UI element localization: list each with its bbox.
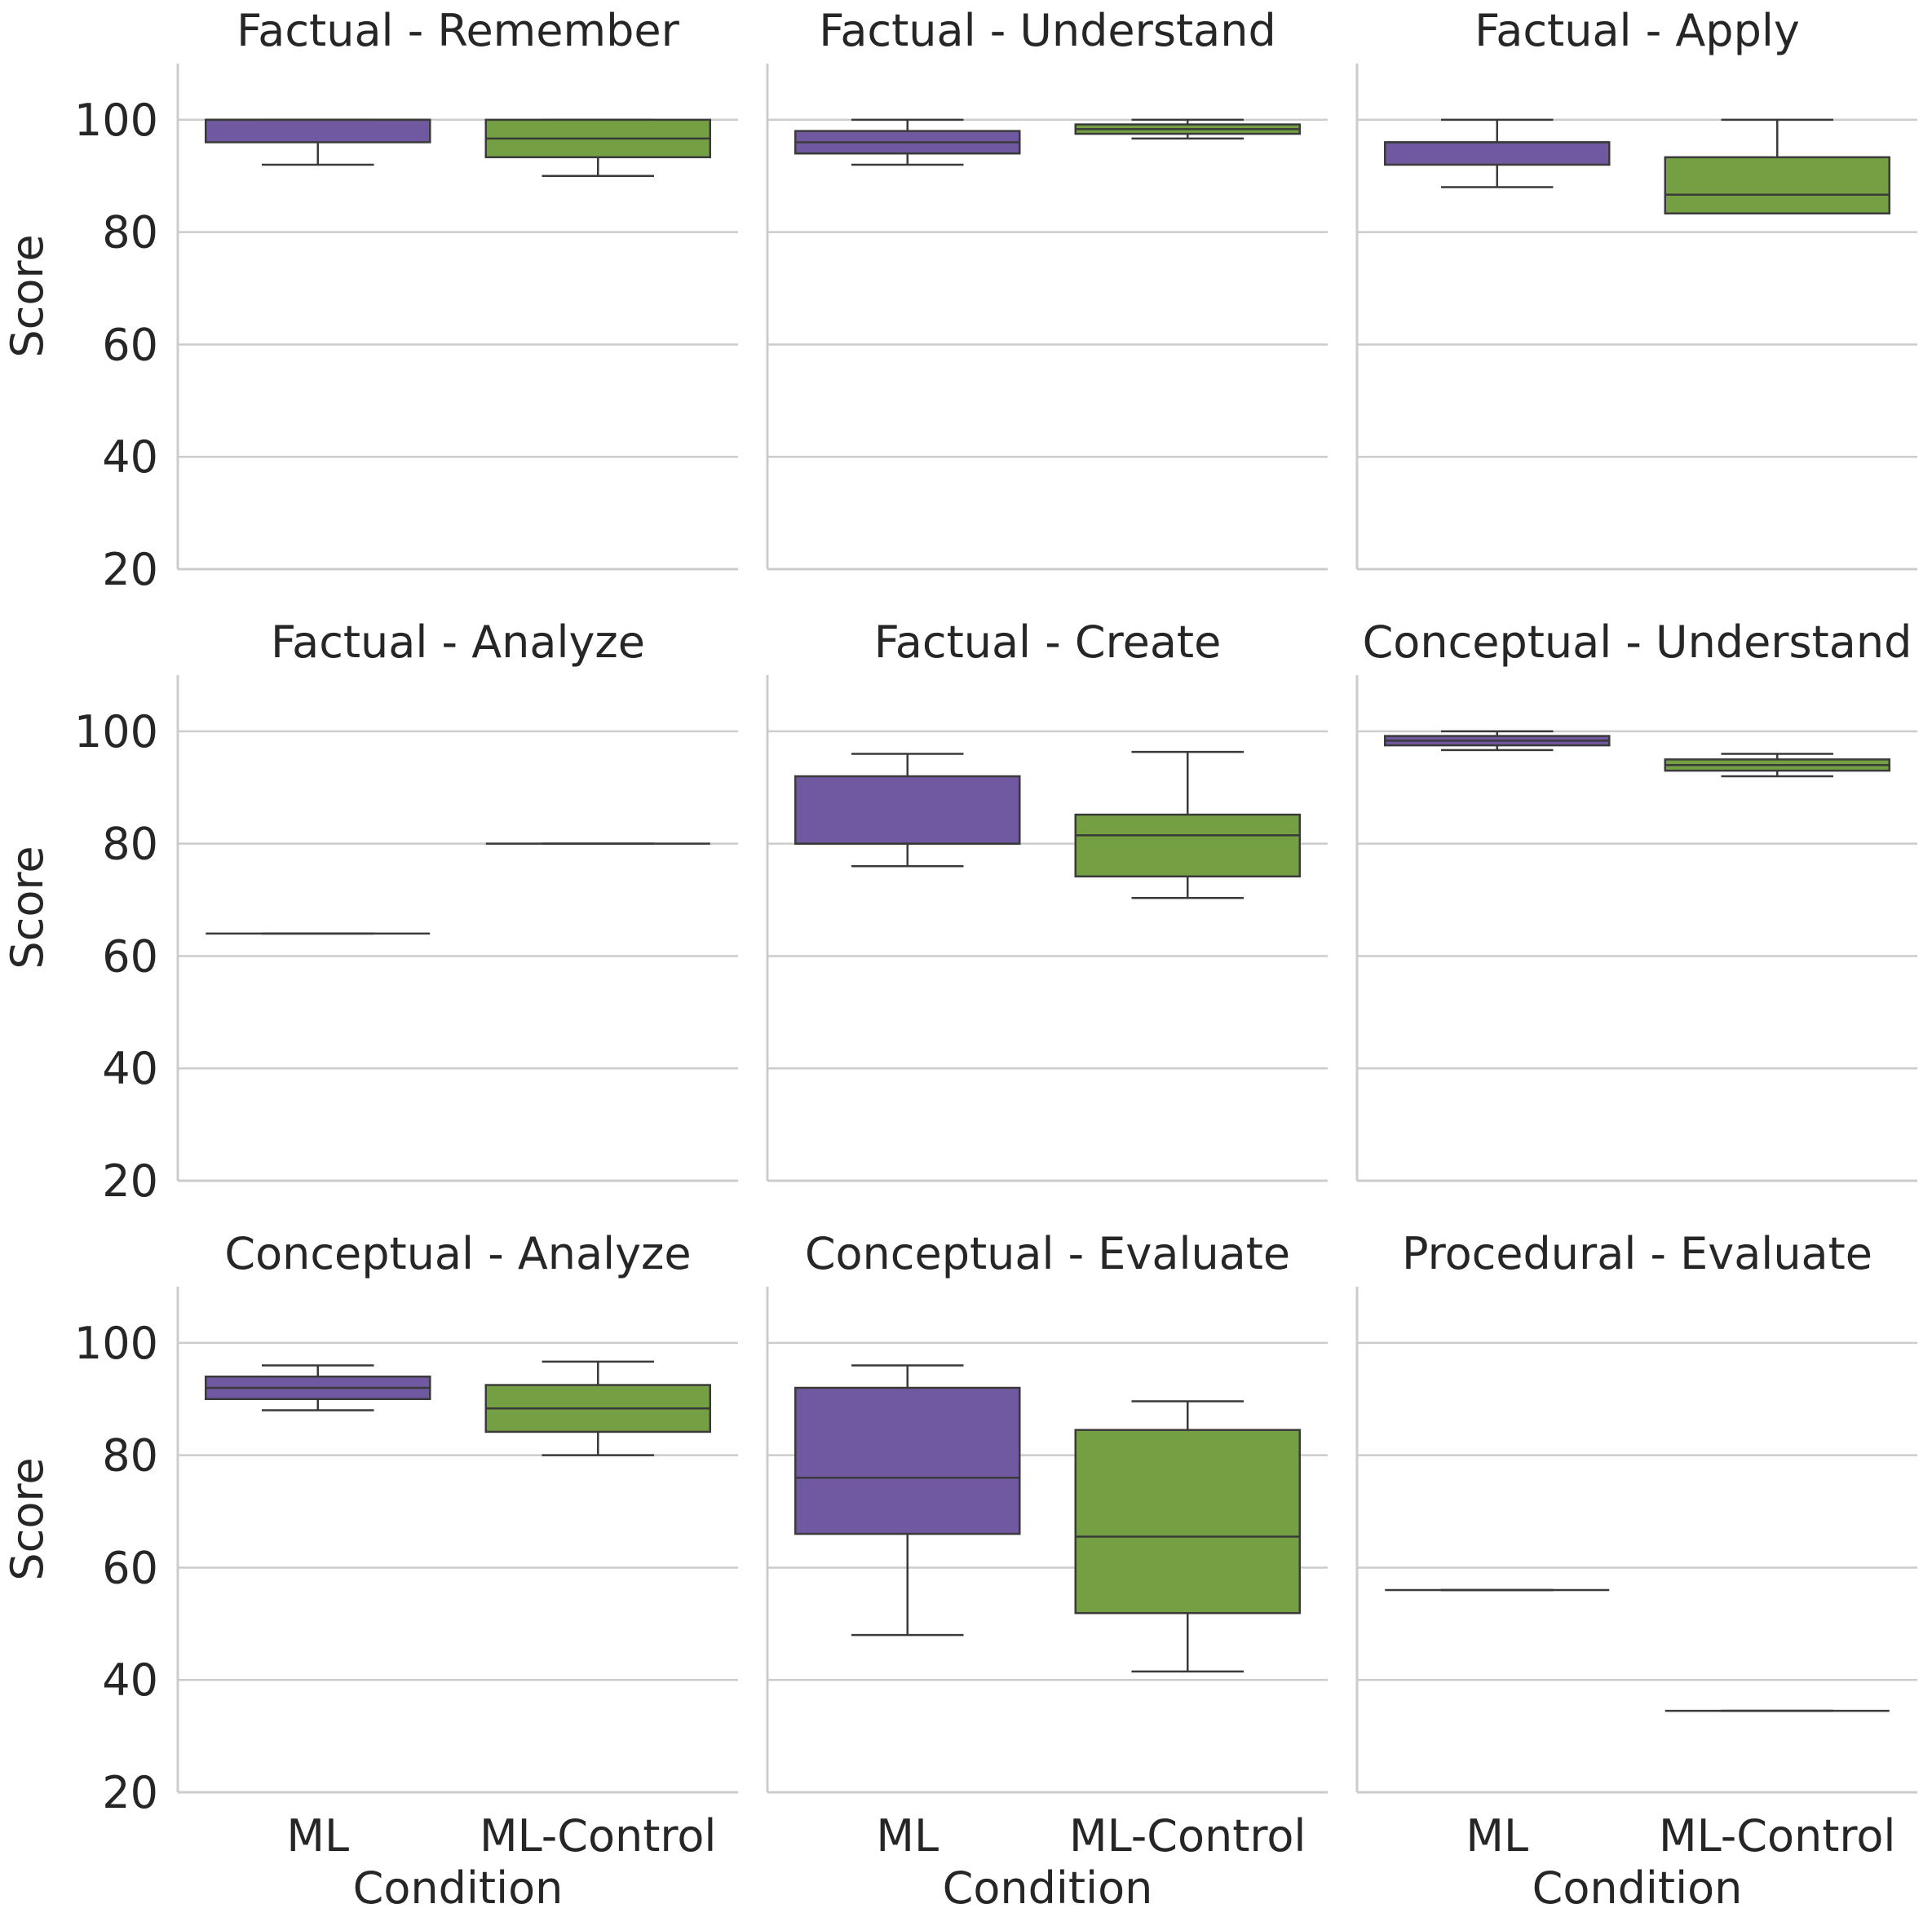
box-ml-control	[1074, 118, 1301, 140]
x-tick-label: ML-Control	[1659, 1810, 1895, 1862]
x-tick-label: ML	[286, 1810, 349, 1862]
box-ml-control	[484, 118, 711, 178]
panel-title: Conceptual - Understand	[1363, 616, 1912, 668]
y-axis-label: Score	[2, 1457, 53, 1580]
panel-title: Factual - Remember	[237, 5, 679, 56]
panel-title: Factual - Apply	[1474, 5, 1800, 56]
panel-title: Factual - Understand	[819, 5, 1276, 56]
y-tick-label: 60	[102, 319, 158, 370]
x-tick-label: ML-Control	[1069, 1810, 1306, 1862]
box-ml	[205, 118, 431, 166]
y-tick-label: 100	[74, 95, 158, 146]
facet-panel: Conceptual - Evaluate ML ML-ControlConditi…	[766, 1228, 1328, 1914]
y-tick-label: 40	[102, 431, 158, 483]
box-ml	[205, 1364, 431, 1411]
y-tick-label: 60	[102, 930, 158, 982]
box-ml-control	[1664, 753, 1890, 778]
box-ml	[1384, 730, 1611, 752]
y-tick-label: 80	[102, 819, 158, 870]
y-tick-label: 80	[102, 207, 158, 258]
box-ml	[794, 1364, 1021, 1637]
facet-panel: Procedural - Evaluate ML ML-ControlConditi…	[1355, 1228, 1917, 1914]
box-ml-control	[1074, 1400, 1301, 1673]
box-ml	[794, 118, 1021, 166]
box-ml	[1384, 118, 1611, 188]
x-tick-label: ML-Control	[480, 1810, 716, 1862]
y-tick-label: 20	[102, 1767, 158, 1818]
y-tick-label: 100	[74, 706, 158, 758]
box-body	[1384, 141, 1611, 166]
x-axis-label: Condition	[353, 1862, 564, 1914]
facet-panel: Conceptual - Analyze 20 40 60 80 100 Score ML ML…	[2, 1228, 738, 1914]
box-body	[205, 118, 431, 144]
box-body	[1664, 156, 1890, 214]
facet-panel: Factual - Analyze 20 40 60 80 100 Score	[2, 616, 738, 1207]
panel-title: Factual - Create	[874, 616, 1222, 668]
box-body	[1074, 813, 1301, 878]
x-axis-label: Condition	[943, 1862, 1153, 1914]
facet-panel: Factual - Remember 20 40 60 80 100 Score	[2, 5, 738, 595]
y-axis-label: Score	[2, 234, 53, 357]
x-tick-label: ML	[876, 1810, 939, 1862]
panel-title: Procedural - Evaluate	[1402, 1228, 1872, 1279]
facet-panel: Factual - Apply	[1355, 5, 1917, 571]
box-body	[1074, 1429, 1301, 1615]
y-tick-label: 40	[102, 1043, 158, 1094]
y-tick-label: 20	[102, 544, 158, 595]
y-tick-label: 60	[102, 1542, 158, 1593]
panel-title: Conceptual - Analyze	[224, 1228, 691, 1279]
facet-panel: Conceptual - Understand	[1355, 616, 1917, 1182]
x-axis-label: Condition	[1532, 1862, 1743, 1914]
box-ml	[794, 753, 1021, 868]
y-tick-label: 20	[102, 1155, 158, 1207]
box-ml-control	[484, 1360, 711, 1456]
panel-title: Conceptual - Evaluate	[805, 1228, 1290, 1279]
box-body	[794, 775, 1021, 845]
panel-title: Factual - Analyze	[271, 616, 645, 668]
facet-panel: Factual - Understand	[766, 5, 1328, 571]
x-tick-label: ML	[1466, 1810, 1528, 1862]
box-ml-control	[1664, 118, 1890, 214]
y-tick-label: 100	[74, 1318, 158, 1369]
facet-panel: Factual - Create	[766, 616, 1328, 1182]
y-tick-label: 40	[102, 1654, 158, 1706]
y-tick-label: 80	[102, 1430, 158, 1482]
box-ml-control	[1074, 750, 1301, 899]
box-body	[794, 1386, 1021, 1535]
y-axis-label: Score	[2, 846, 53, 969]
